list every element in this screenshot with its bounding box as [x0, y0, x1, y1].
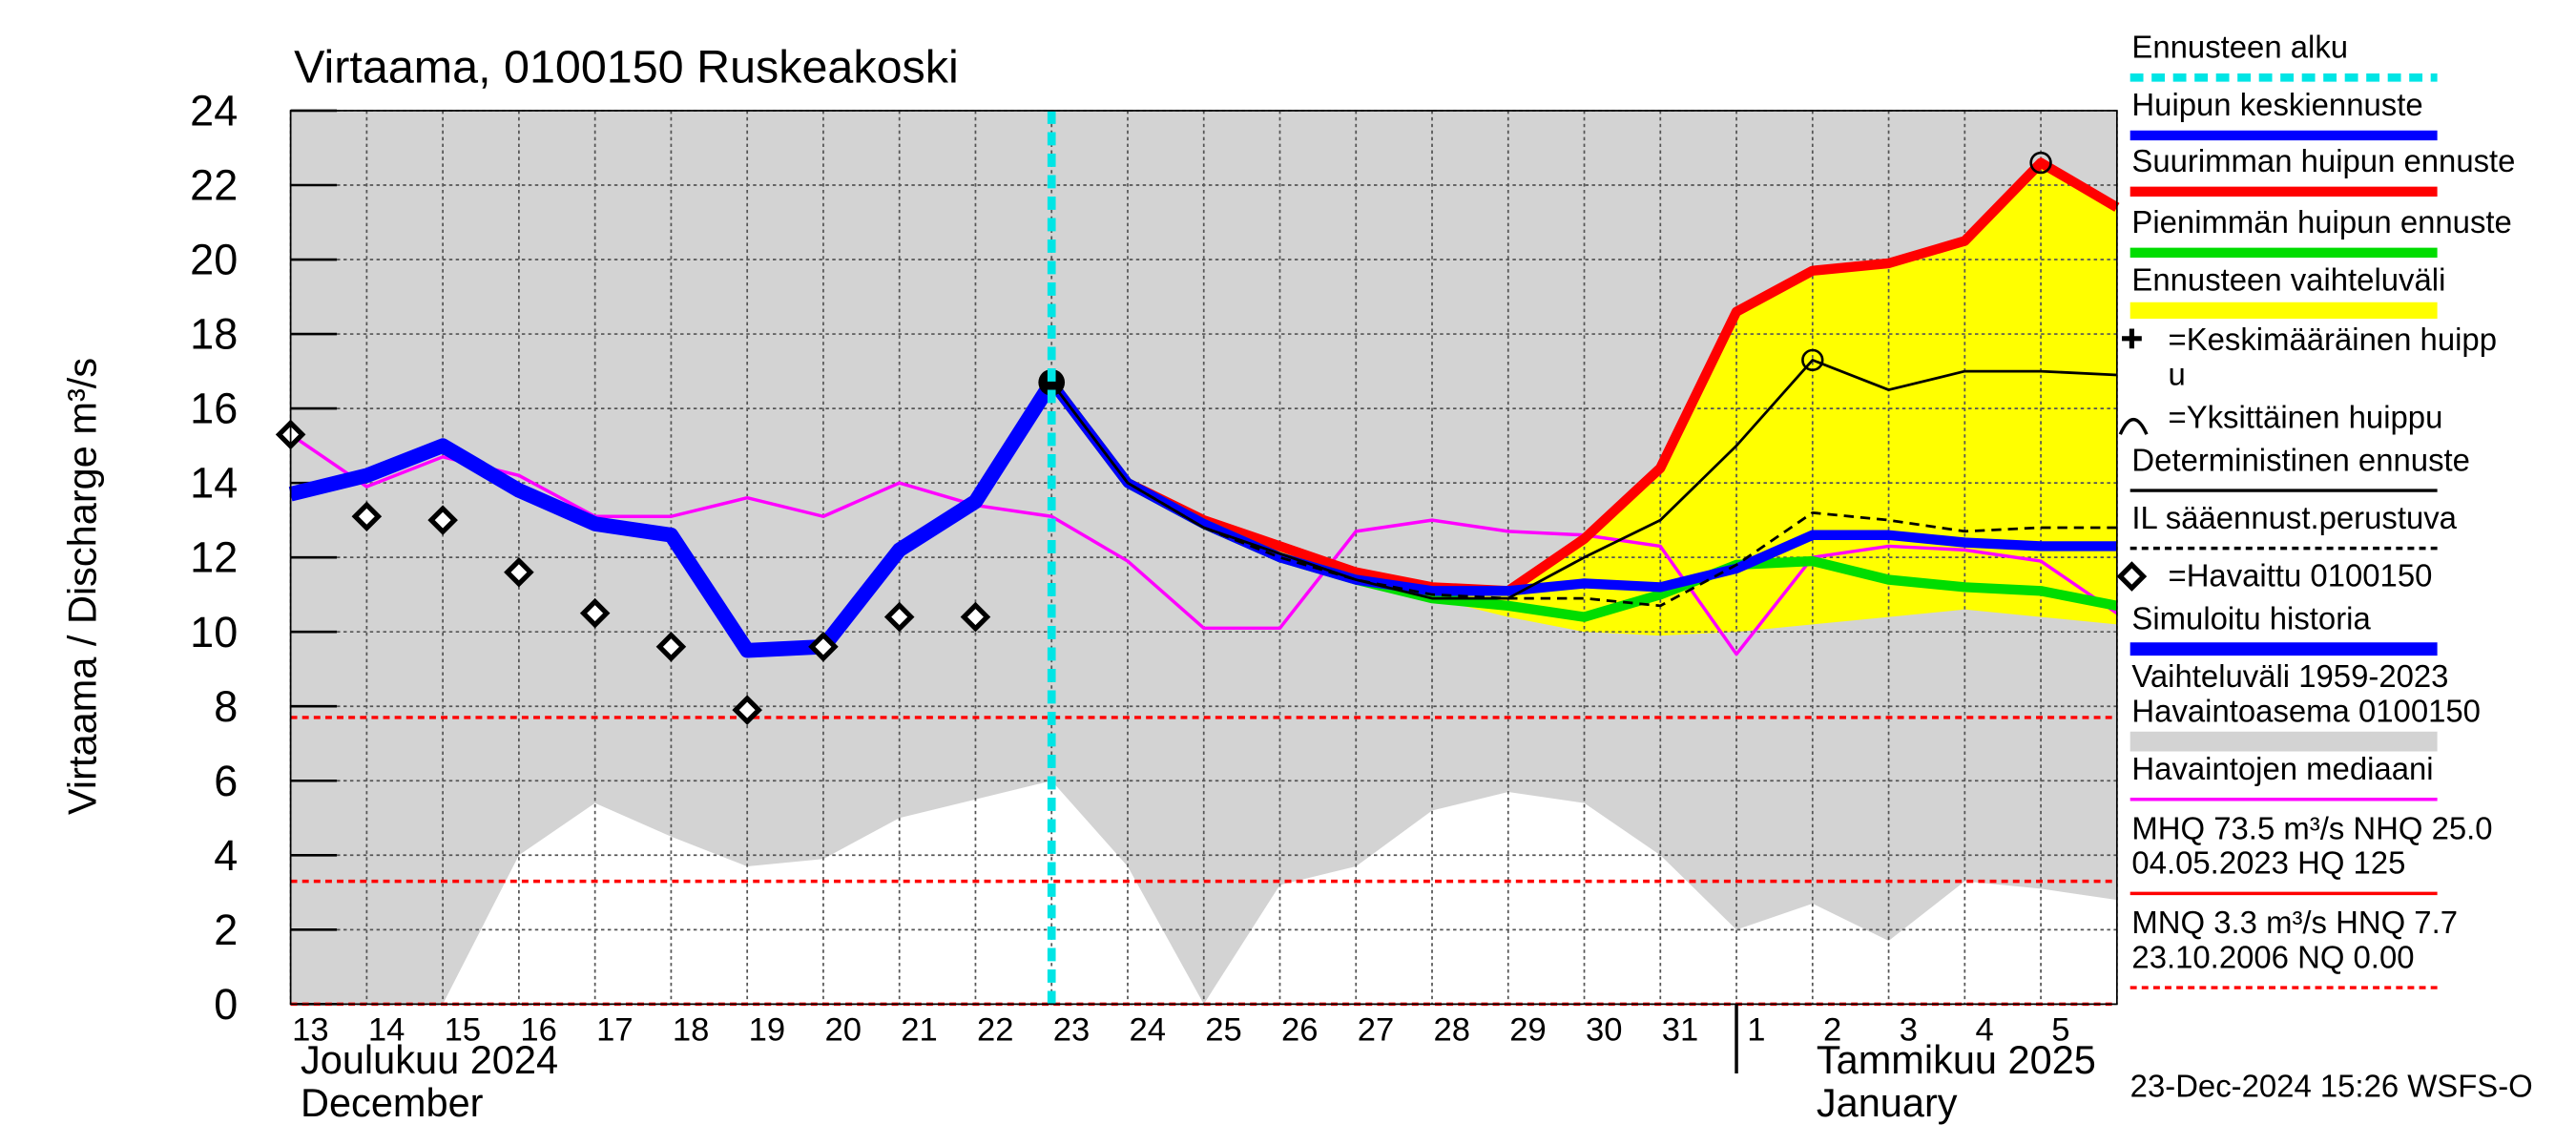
series-line [1050, 358, 2117, 600]
legend-text: =Keskimääräinen huipp [2169, 322, 2497, 357]
y-tick-label: 22 [190, 161, 238, 210]
y-tick-label: 0 [214, 980, 238, 1029]
x-tick-label: 29 [1509, 1011, 1546, 1048]
observed-point [732, 695, 762, 725]
x-tick-label: 27 [1358, 1011, 1394, 1048]
legend-icon [2116, 561, 2148, 592]
x-tick-label: 30 [1586, 1011, 1622, 1048]
legend-text: Ennusteen vaihteluväli [2131, 262, 2445, 298]
x-tick-label: 19 [749, 1011, 785, 1048]
month-label: Joulukuu 2024 [301, 1037, 558, 1082]
legend-icon [2118, 417, 2149, 435]
legend-text: Pienimmän huipun ennuste [2131, 204, 2511, 239]
x-tick-label: 5 [2051, 1011, 2069, 1048]
x-tick-label: 26 [1281, 1011, 1318, 1048]
observed-point [960, 601, 991, 633]
observed-point [808, 632, 839, 662]
legend-text: =Yksittäinen huippu [2169, 399, 2443, 434]
y-tick-label: 10 [190, 608, 238, 656]
x-tick-label: 28 [1434, 1011, 1470, 1048]
legend-text: 23.10.2006 NQ 0.00 [2131, 939, 2414, 974]
x-tick-label: 25 [1205, 1011, 1241, 1048]
y-axis-label: Virtaama / Discharge m³/s [59, 358, 104, 815]
legend-text: Deterministinen ennuste [2131, 442, 2470, 477]
x-tick-label: 14 [368, 1011, 405, 1048]
y-tick-label: 14 [190, 459, 238, 508]
legend-text: Ennusteen alku [2131, 30, 2348, 65]
legend-text: Simuloitu historia [2131, 600, 2371, 635]
observed-point [883, 601, 915, 633]
observed-point [579, 597, 611, 629]
y-tick-label: 4 [214, 831, 238, 880]
legend-text: Suurimman huipun ennuste [2131, 143, 2515, 178]
y-tick-label: 8 [214, 682, 238, 731]
peak-marker [2029, 151, 2052, 175]
legend-text: u [2169, 356, 2186, 391]
legend-text: =Havaittu 0100150 [2169, 557, 2433, 593]
legend-text: 04.05.2023 HQ 125 [2131, 845, 2405, 881]
y-tick-label: 24 [190, 87, 238, 135]
y-tick-label: 6 [214, 757, 238, 805]
y-tick-label: 12 [190, 533, 238, 582]
x-tick-label: 15 [445, 1011, 481, 1048]
series-line [1048, 157, 2120, 596]
legend-text: Havaintoasema 0100150 [2131, 693, 2481, 728]
observed-point [504, 556, 534, 588]
legend-text: MNQ 3.3 m³/s HNQ 7.7 [2131, 905, 2458, 940]
x-tick-label: 4 [1975, 1011, 1993, 1048]
legend-text: IL sääennust.perustuva [2131, 500, 2457, 535]
forecast-start-peak [1038, 368, 1066, 396]
legend-text: Vaihteluväli 1959-2023 [2131, 658, 2448, 694]
legend-text: Havaintojen mediaani [2131, 751, 2433, 786]
month-label-en: December [301, 1080, 484, 1125]
observed-point [655, 632, 687, 662]
timestamp: 23-Dec-2024 15:26 WSFS-O [2130, 1068, 2533, 1103]
x-tick-label: 16 [520, 1011, 556, 1048]
observed-point [427, 505, 458, 535]
x-tick-label: 22 [977, 1011, 1013, 1048]
legend-icon [2122, 328, 2142, 349]
x-tick-label: 17 [596, 1011, 633, 1048]
x-tick-label: 13 [292, 1011, 328, 1048]
x-tick-label: 21 [901, 1011, 937, 1048]
x-tick-label: 1 [1747, 1011, 1765, 1048]
y-tick-label: 18 [190, 310, 238, 359]
month-label-en: January [1817, 1080, 1958, 1125]
x-tick-label: 23 [1053, 1011, 1090, 1048]
chart-title: Virtaama, 0100150 Ruskeakoski [294, 42, 959, 94]
legend-text: MHQ 73.5 m³/s NHQ 25.0 [2131, 810, 2492, 845]
y-tick-label: 20 [190, 236, 238, 284]
x-tick-label: 24 [1129, 1011, 1165, 1048]
month-label: Tammikuu 2025 [1817, 1037, 2096, 1082]
x-tick-label: 3 [1900, 1011, 1918, 1048]
y-tick-label: 2 [214, 906, 238, 954]
plot-frame [289, 110, 2118, 1006]
peak-marker [1801, 348, 1824, 372]
x-tick-label: 31 [1662, 1011, 1698, 1048]
series-line [288, 378, 1058, 658]
x-tick-label: 18 [673, 1011, 709, 1048]
y-tick-label: 16 [190, 385, 238, 433]
observed-point [351, 501, 383, 532]
legend-text: Huipun keskiennuste [2131, 87, 2422, 122]
x-tick-label: 2 [1823, 1011, 1841, 1048]
x-tick-label: 20 [824, 1011, 861, 1048]
